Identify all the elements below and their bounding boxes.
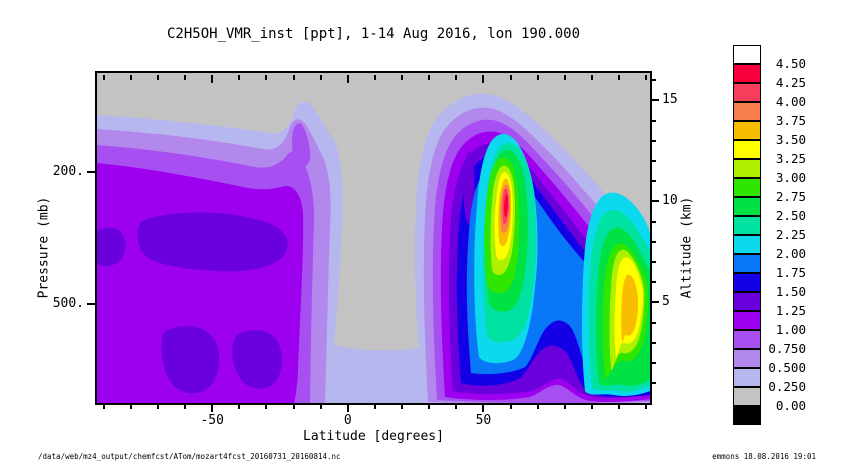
colorbar-swatch bbox=[733, 64, 761, 83]
x-tick-label: 0 bbox=[343, 413, 352, 428]
colorbar-label: 2.75 bbox=[775, 189, 806, 204]
file-path-text: /data/web/mz4_output/chemfcst/ATom/mozar… bbox=[38, 452, 341, 461]
colorbar-swatch bbox=[733, 311, 761, 330]
colorbar-label: 0.750 bbox=[768, 341, 806, 356]
colorbar-swatch bbox=[733, 178, 761, 197]
pressure-tick bbox=[87, 302, 95, 305]
colorbar-swatch bbox=[733, 292, 761, 311]
altitude-tick bbox=[651, 99, 659, 102]
colorbar-label: 0.00 bbox=[775, 398, 806, 413]
x-tick bbox=[211, 404, 214, 412]
plot-frame bbox=[95, 71, 652, 405]
colorbar-label: 4.00 bbox=[775, 94, 806, 109]
x-tick-label: -50 bbox=[200, 413, 224, 428]
colorbar-label: 1.00 bbox=[775, 322, 806, 337]
x-axis-label: Latitude [degrees] bbox=[303, 429, 444, 444]
altitude-tick bbox=[651, 301, 659, 304]
colorbar-swatch bbox=[733, 140, 761, 159]
colorbar-label: 3.00 bbox=[775, 170, 806, 185]
colorbar-swatch bbox=[733, 406, 761, 425]
colorbar-swatch bbox=[733, 273, 761, 292]
altitude-axis-label: Altitude (km) bbox=[679, 196, 695, 299]
contour-plot bbox=[97, 73, 650, 403]
x-tick bbox=[482, 404, 485, 412]
altitude-tick-label: 15 bbox=[662, 92, 678, 108]
colorbar-label: 1.50 bbox=[775, 284, 806, 299]
x-tick-label: 50 bbox=[475, 413, 492, 428]
colorbar-swatch bbox=[733, 121, 761, 140]
colorbar-swatch bbox=[733, 102, 761, 121]
colorbar-label: 3.50 bbox=[775, 132, 806, 147]
colorbar-swatch bbox=[733, 330, 761, 349]
colorbar-label: 2.25 bbox=[775, 227, 806, 242]
pressure-axis-label: Pressure (mb) bbox=[36, 196, 52, 299]
colorbar-label: 3.75 bbox=[775, 113, 806, 128]
user-timestamp-text: emmons 18.08.2016 19:01 bbox=[712, 452, 816, 461]
pressure-tick bbox=[87, 171, 95, 174]
colorbar-swatch bbox=[733, 83, 761, 102]
colorbar-swatch bbox=[733, 45, 761, 64]
colorbar-label: 2.00 bbox=[775, 246, 806, 261]
colorbar-swatch bbox=[733, 368, 761, 387]
colorbar-label: 0.500 bbox=[768, 360, 806, 375]
colorbar-swatch bbox=[733, 197, 761, 216]
colorbar-swatch bbox=[733, 254, 761, 273]
colorbar-label: 4.25 bbox=[775, 75, 806, 90]
colorbar-label: 2.50 bbox=[775, 208, 806, 223]
colorbar-label: 1.25 bbox=[775, 303, 806, 318]
colorbar-swatch bbox=[733, 216, 761, 235]
colorbar-swatch bbox=[733, 159, 761, 178]
colorbar-swatch bbox=[733, 387, 761, 406]
plot-title: C2H5OH_VMR_inst [ppt], 1-14 Aug 2016, lo… bbox=[166, 26, 580, 42]
colorbar-label: 4.50 bbox=[775, 56, 806, 71]
colorbar-label: 0.250 bbox=[768, 379, 806, 394]
colorbar-swatch bbox=[733, 235, 761, 254]
colorbar-swatch bbox=[733, 349, 761, 368]
altitude-tick bbox=[651, 200, 659, 203]
colorbar-label: 3.25 bbox=[775, 151, 806, 166]
x-tick bbox=[346, 404, 349, 412]
colorbar-label: 1.75 bbox=[775, 265, 806, 280]
